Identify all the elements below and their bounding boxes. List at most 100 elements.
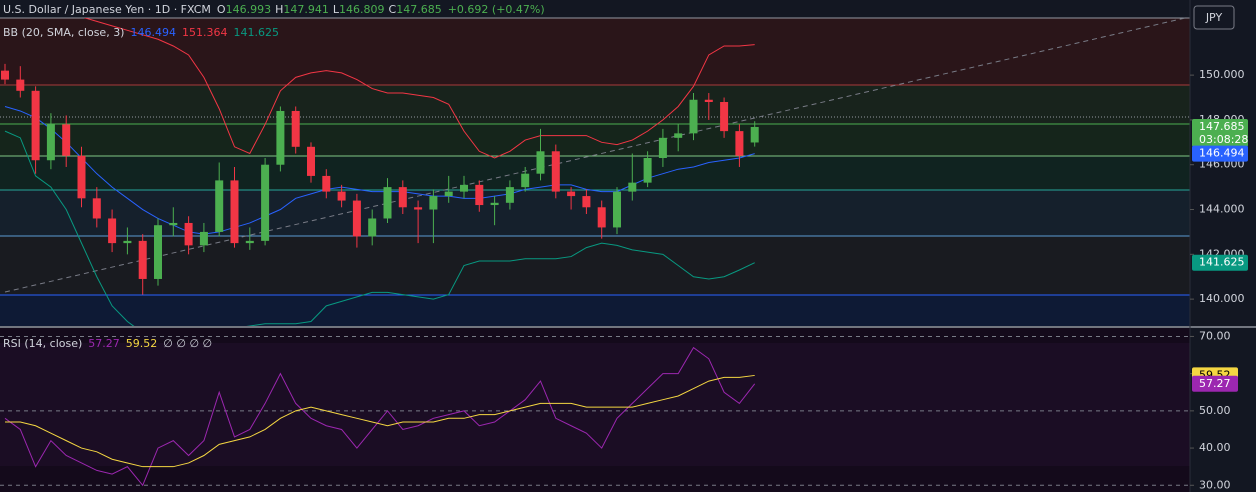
candle-body	[551, 151, 560, 192]
rsi-label: 57.27	[1199, 377, 1231, 390]
rsi-label-bg	[1192, 375, 1238, 392]
zone	[0, 190, 1190, 236]
candle-body	[490, 202, 499, 206]
ohlc-value: 146.993	[225, 3, 272, 16]
rsi-line	[5, 374, 755, 468]
zone	[0, 236, 1190, 295]
bb-values: 146.494 151.364 141.625	[130, 26, 279, 39]
bb-line	[4, 130, 755, 326]
candle-body	[689, 99, 698, 134]
candle-body	[276, 110, 285, 165]
candle-body	[138, 240, 147, 279]
candle-body	[230, 180, 239, 244]
candle-body	[674, 133, 683, 138]
candle-body	[307, 146, 315, 176]
price-label-bg	[1192, 254, 1248, 271]
ohlc-letter: H	[275, 3, 284, 16]
y-tick-label: 50.00	[1199, 404, 1231, 417]
candle-body	[352, 200, 361, 237]
rsi-values: 57.27 59.52	[88, 337, 157, 350]
candle-body	[169, 222, 178, 226]
candle-body	[154, 225, 162, 279]
header-bg	[0, 0, 1190, 18]
header-legend: U.S. Dollar / Japanese Yen · 1D · FXCM O…	[3, 3, 545, 16]
candle-body	[184, 222, 193, 246]
symbol: U.S. Dollar / Japanese Yen · 1D · FXCM	[3, 3, 211, 16]
zone	[0, 124, 1190, 156]
candle-body	[1, 70, 9, 80]
ohlc-letter: O	[216, 3, 226, 16]
candle-body	[444, 191, 453, 197]
y-tick-label: 150.000	[1199, 68, 1245, 81]
currency[interactable]: JPY	[1205, 11, 1223, 24]
candle-body	[536, 151, 545, 174]
candle-body	[92, 198, 101, 219]
price-label: 146.494	[1199, 147, 1245, 160]
zone	[0, 85, 1190, 124]
countdown: 03:08:28	[1199, 133, 1248, 146]
candle-body	[460, 184, 468, 192]
bb-legend: BB (20, SMA, close, 3) 146.494 151.364 141…	[3, 26, 279, 39]
candle-body	[597, 207, 606, 228]
candle-body	[245, 240, 254, 244]
candle-body	[368, 218, 377, 237]
candle-body	[521, 173, 530, 188]
price-label-bg	[1192, 118, 1248, 147]
zone	[0, 156, 1190, 190]
rsi-title: RSI (14, close)	[3, 337, 83, 350]
candle-body	[261, 164, 270, 241]
price-label: 141.625	[1199, 256, 1245, 269]
price-label: 147.685	[1199, 120, 1245, 133]
candle-body	[582, 196, 591, 208]
y-tick-label: 70.00	[1199, 329, 1231, 342]
change: +0.692 (+0.47%)	[447, 3, 545, 16]
ohlc-item: L146.809	[333, 3, 385, 16]
rsi-value: 59.52	[125, 337, 158, 350]
zone	[0, 295, 1190, 326]
candle-body	[704, 99, 713, 102]
candle-body	[322, 175, 331, 192]
ohlc-letter: C	[388, 3, 397, 16]
candle-body	[735, 131, 744, 156]
candle-body	[643, 158, 652, 183]
candle-body	[505, 187, 514, 203]
candle-body	[123, 240, 132, 244]
candle-body	[720, 102, 729, 132]
candle-body	[750, 126, 759, 143]
candle-body	[613, 191, 621, 228]
ohlc-value: 147.685	[396, 3, 442, 16]
ohlc: O146.993 H147.941 L146.809 C147.685	[217, 3, 442, 16]
candle-body	[414, 207, 423, 210]
candle-body	[291, 110, 300, 147]
ohlc-item: H147.941	[275, 3, 329, 16]
candle-body	[16, 79, 25, 91]
rsi-band	[0, 343, 1190, 466]
rsi-value: 57.27	[88, 337, 120, 350]
currency-box[interactable]	[1193, 5, 1235, 30]
bb-line	[83, 18, 755, 159]
bb-value: 146.494	[130, 26, 176, 39]
ohlc-value: 147.941	[283, 3, 329, 16]
rsi-legend: RSI (14, close) 57.27 59.52 ∅ ∅ ∅ ∅	[3, 337, 212, 350]
candle-body	[77, 155, 86, 199]
candle-body	[567, 191, 576, 197]
ohlc-item: O146.993	[217, 3, 271, 16]
price-label-bg	[1192, 145, 1248, 162]
bb-value: 141.625	[233, 26, 279, 39]
candle-body	[62, 124, 71, 156]
y-tick-label: 30.00	[1199, 478, 1231, 491]
candle-body	[429, 196, 438, 210]
ohlc-item: C147.685	[389, 3, 442, 16]
ohlc-value: 146.809	[339, 3, 385, 16]
candle-body	[337, 191, 346, 201]
bb-value: 151.364	[181, 26, 228, 39]
candle-body	[46, 124, 55, 161]
candle-body	[108, 218, 117, 244]
candle-body	[383, 187, 392, 219]
rsi-line	[4, 346, 756, 487]
candle-body	[475, 184, 484, 206]
trend-line	[4, 17, 1186, 293]
candle-body	[215, 180, 224, 232]
candle-body	[398, 187, 407, 208]
